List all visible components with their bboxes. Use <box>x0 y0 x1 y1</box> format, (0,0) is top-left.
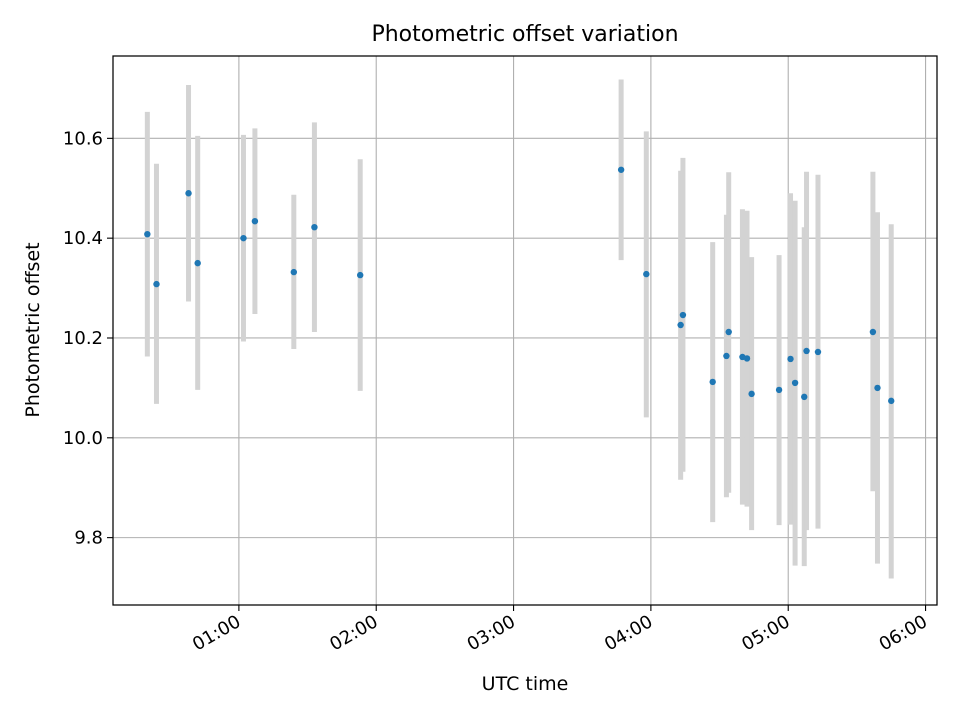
data-point <box>357 271 364 279</box>
data-point <box>194 259 201 267</box>
y-tick-label: 10.4 <box>63 228 103 249</box>
data-point <box>814 348 822 356</box>
y-tick-label: 10.6 <box>63 128 103 149</box>
grid-lines <box>113 56 937 605</box>
y-axis-ticks: 9.8 10.0 10.2 10.4 10.6 <box>63 128 113 549</box>
data-point <box>709 378 716 386</box>
y-tick-label: 10.2 <box>63 328 103 349</box>
data-point <box>803 347 810 355</box>
data-point <box>679 311 687 319</box>
data-point <box>144 230 151 238</box>
data-point <box>290 268 298 276</box>
x-tick-label: 04:00 <box>601 611 656 655</box>
data-point <box>775 386 783 394</box>
y-tick-label: 9.8 <box>74 528 103 549</box>
data-point <box>743 355 751 362</box>
data-point <box>874 384 881 392</box>
data-point <box>643 270 650 278</box>
data-point <box>153 280 160 288</box>
data-point <box>801 393 808 401</box>
x-axis-ticks: 01:00 02:00 03:00 04:00 05:00 06:00 <box>189 605 931 655</box>
plot-frame <box>112 55 938 606</box>
data-point <box>787 355 794 363</box>
x-tick-label: 01:00 <box>189 611 244 655</box>
data-point <box>725 328 732 336</box>
x-tick-label: 05:00 <box>738 611 793 655</box>
data-point <box>311 223 318 231</box>
x-axis-label: UTC time <box>481 673 569 695</box>
chart-title: Photometric offset variation <box>371 22 679 47</box>
data-point <box>748 390 755 398</box>
data-point <box>185 190 192 197</box>
data-point <box>677 321 684 329</box>
x-tick-label: 06:00 <box>876 611 931 655</box>
data-point <box>240 234 247 242</box>
x-tick-label: 02:00 <box>326 611 381 655</box>
y-tick-label: 10.0 <box>63 428 103 449</box>
data-point <box>791 379 799 387</box>
data-points <box>144 166 895 405</box>
x-tick-label: 03:00 <box>464 611 519 655</box>
data-point <box>723 352 730 360</box>
data-point <box>888 397 895 405</box>
data-point <box>251 217 259 225</box>
data-point <box>869 328 877 336</box>
data-point <box>617 166 625 173</box>
error-bars <box>144 79 894 579</box>
